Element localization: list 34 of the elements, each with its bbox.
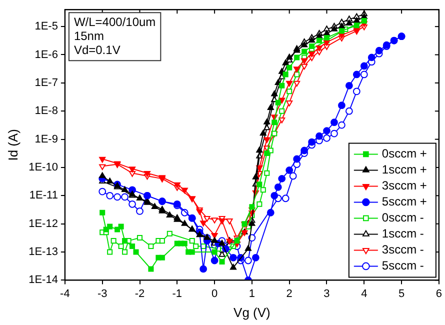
legend-label: 5sccm + — [382, 194, 427, 209]
annotation: W/L=400/10um — [74, 14, 156, 29]
x-tick-label: 1 — [248, 288, 256, 300]
y-tick-label: 1E-13 — [28, 246, 58, 258]
x-axis-title: Vg (V) — [234, 304, 270, 320]
x-tick-label: 4 — [361, 288, 368, 300]
x-tick-label: 6 — [436, 288, 442, 300]
x-tick-label: 5 — [398, 288, 405, 300]
annotation: Vd=0.1V — [74, 42, 120, 57]
y-tick-label: 1E-7 — [34, 76, 58, 89]
annotation: 15nm — [74, 28, 104, 43]
y-tick-label: 1E-8 — [34, 105, 58, 118]
y-tick-label: 1E-14 — [28, 274, 58, 286]
legend-label: 1sccm - — [382, 226, 424, 241]
legend-label: 3sccm + — [382, 178, 427, 193]
y-tick-label: 1E-10 — [28, 162, 58, 174]
y-tick-label: 1E-12 — [28, 218, 58, 230]
y-tick-label: 1E-6 — [34, 48, 58, 61]
y-tick-label: 1E-9 — [34, 133, 58, 146]
x-tick-label: -4 — [60, 288, 70, 300]
x-tick-label: 3 — [324, 288, 330, 300]
y-axis-title: Id (A) — [5, 129, 20, 161]
x-tick-label: -2 — [134, 288, 145, 300]
x-tick-label: -1 — [172, 288, 182, 300]
legend-label: 3sccm - — [382, 242, 424, 257]
x-tick-label: 0 — [211, 288, 218, 300]
legend-label: 5sccm - — [382, 258, 424, 273]
legend-label: 0sccm - — [382, 210, 424, 225]
y-tick-label: 1E-5 — [34, 20, 58, 33]
y-tick-label: 1E-11 — [29, 190, 58, 202]
x-tick-label: 2 — [286, 288, 292, 300]
legend-label: 1sccm + — [382, 162, 427, 177]
legend-label: 0sccm + — [382, 146, 427, 161]
x-tick-label: -3 — [97, 288, 108, 300]
